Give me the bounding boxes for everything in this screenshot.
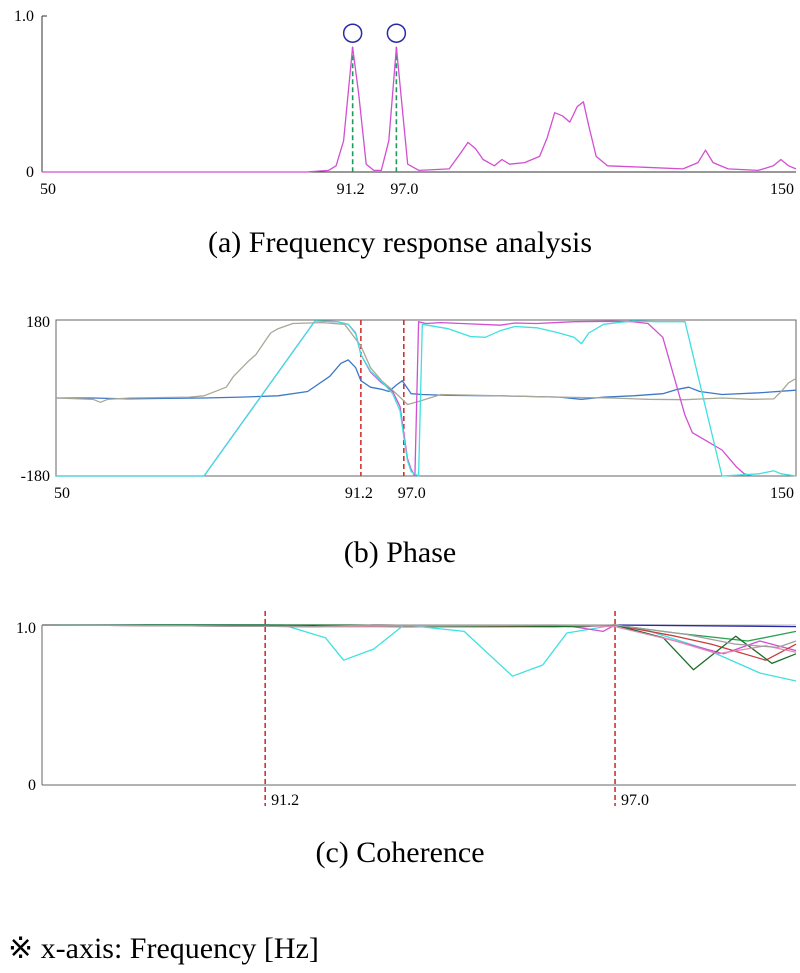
panel-coherence: 1.0 0 91.2 97.0 bbox=[16, 611, 797, 809]
x-tick-label: 150 bbox=[770, 181, 794, 198]
panel-frequency-response: 1.0 0 50 91.2 97.0 150 bbox=[14, 8, 797, 198]
series-line bbox=[42, 624, 797, 642]
peak-circle bbox=[342, 23, 363, 43]
series-line bbox=[56, 359, 797, 400]
y-tick-label: 1.0 bbox=[14, 8, 34, 25]
x-tick-label: 97.0 bbox=[621, 792, 649, 809]
x-axis-note: ※ x-axis: Frequency [Hz] bbox=[8, 932, 319, 965]
caption-c: (c) Coherence bbox=[315, 836, 484, 869]
x-tick-label: 91.2 bbox=[345, 485, 373, 502]
series-line bbox=[42, 624, 797, 682]
series-line bbox=[55, 321, 797, 406]
series-line bbox=[42, 46, 797, 173]
y-tick-label: 0 bbox=[26, 164, 34, 181]
caption-a: (a) Frequency response analysis bbox=[208, 226, 592, 259]
series-line bbox=[56, 320, 797, 477]
y-tick-label: -180 bbox=[21, 468, 50, 485]
series-line bbox=[41, 624, 797, 655]
y-tick-label: 0 bbox=[28, 777, 36, 794]
series-line bbox=[42, 624, 797, 671]
x-tick-label: 50 bbox=[40, 181, 56, 198]
y-tick-label: 180 bbox=[26, 314, 50, 331]
caption-b: (b) Phase bbox=[344, 536, 456, 569]
y-tick-label: 1.0 bbox=[16, 620, 36, 637]
x-tick-label: 97.0 bbox=[398, 485, 426, 502]
x-tick-label: 91.2 bbox=[337, 181, 365, 198]
x-tick-label: 150 bbox=[770, 485, 794, 502]
x-tick-label: 50 bbox=[54, 485, 70, 502]
x-tick-label: 91.2 bbox=[271, 792, 299, 809]
peak-circle bbox=[386, 23, 407, 43]
x-tick-label: 97.0 bbox=[390, 181, 418, 198]
series-line bbox=[41, 624, 797, 649]
series-line bbox=[41, 624, 797, 655]
